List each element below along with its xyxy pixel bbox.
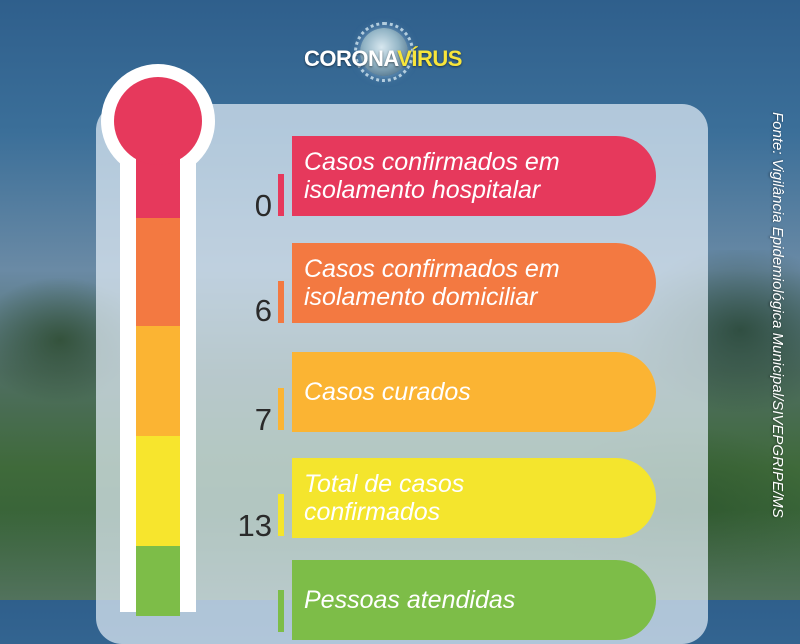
stat-label: Casos curados <box>304 378 471 406</box>
stat-label-pill: Casos curados <box>292 352 656 432</box>
stat-value: 0 <box>254 188 272 223</box>
stat-label-pill: Casos confirmados em isolamento hospital… <box>292 136 656 216</box>
stat-row-hospital: 0 Casos confirmados em isolamento hospit… <box>230 136 660 223</box>
stat-tick <box>278 174 284 216</box>
stat-label: Total de casos confirmados <box>304 470 465 526</box>
logo-text-corona: CORONA <box>304 46 398 71</box>
thermometer-scale <box>136 146 180 616</box>
stat-value: 7 <box>254 402 272 437</box>
scale-segment-orange <box>136 218 180 326</box>
stat-tick <box>278 281 284 323</box>
scale-segment-green <box>136 546 180 616</box>
stat-row-attended: Pessoas atendidas <box>230 560 660 644</box>
stat-row-home: 6 Casos confirmados em isolamento domici… <box>230 243 660 327</box>
scale-segment-yellow <box>136 436 180 546</box>
thermometer-bulb <box>114 77 202 165</box>
stat-tick <box>278 494 284 536</box>
virus-icon <box>354 22 414 82</box>
stat-value: 13 <box>237 508 272 543</box>
stat-tick <box>278 388 284 430</box>
stat-row-total: 13 Total de casos confirmados <box>230 458 660 542</box>
stat-tick <box>278 590 284 632</box>
coronavirus-logo: CORONAVÍRUS <box>300 22 470 88</box>
stat-label: Casos confirmados em isolamento domicili… <box>304 255 560 311</box>
stat-label: Casos confirmados em isolamento hospital… <box>304 148 560 204</box>
stat-row-cured: 7 Casos curados <box>230 352 660 436</box>
stat-label-pill: Pessoas atendidas <box>292 560 656 640</box>
thermometer <box>96 56 226 616</box>
logo-text-virus: VÍRUS <box>397 46 462 71</box>
stat-label-pill: Casos confirmados em isolamento domicili… <box>292 243 656 323</box>
stat-label: Pessoas atendidas <box>304 586 516 614</box>
stat-value: 6 <box>254 293 272 328</box>
scale-segment-amber <box>136 326 180 436</box>
logo-text: CORONAVÍRUS <box>304 46 462 72</box>
source-caption: Fonte: Vigilância Epidemiológica Municip… <box>769 112 786 518</box>
stat-label-pill: Total de casos confirmados <box>292 458 656 538</box>
